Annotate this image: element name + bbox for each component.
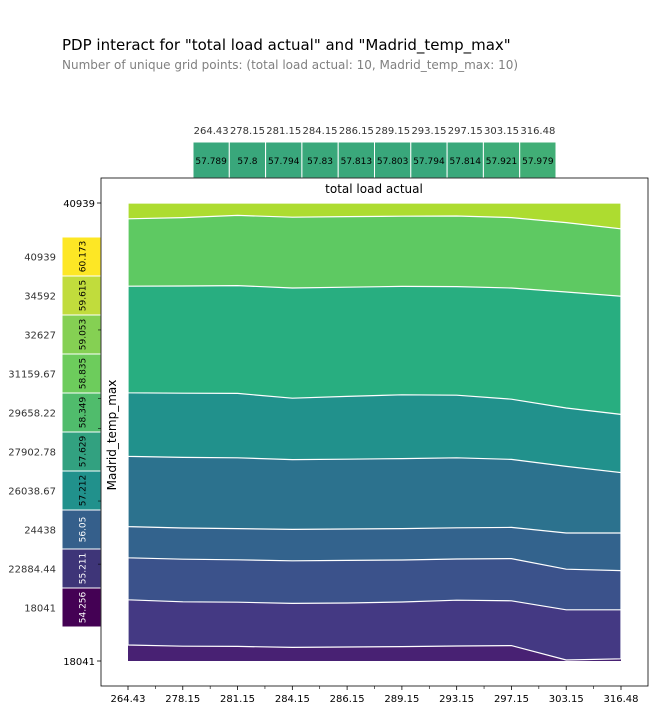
- top-marginal-label: 289.15: [375, 126, 410, 137]
- left-marginal-label: 26038.67: [8, 487, 56, 498]
- left-marginal-cell: [61, 236, 102, 277]
- top-marginal-value: 57.794: [413, 157, 445, 167]
- left-marginal-value: 59.615: [79, 280, 89, 312]
- x-tick-label: 297.15: [494, 694, 529, 705]
- top-marginal-label: 316.48: [520, 126, 555, 137]
- left-marginal-cell: [61, 392, 102, 433]
- top-marginal-cell: [301, 141, 339, 179]
- left-marginal-value: 55.211: [79, 553, 89, 585]
- x-tick-label: 286.15: [330, 694, 365, 705]
- top-marginal-value: 57.803: [377, 157, 409, 167]
- left-marginal-cell: [61, 509, 102, 550]
- top-marginal-strip: 57.789 264.43 57.8 278.15 57.794 281.15 57.83 2…: [192, 126, 557, 179]
- left-marginal-label: 27902.78: [8, 448, 56, 459]
- left-marginal-cell: [61, 353, 102, 394]
- top-marginal-cell: [265, 141, 303, 179]
- x-tick-label: 284.15: [275, 694, 310, 705]
- top-marginal-label: 297.15: [448, 126, 483, 137]
- top-marginal-cell: [192, 141, 230, 179]
- y-tick-label: 40939: [63, 199, 95, 210]
- x-tick-label: 293.15: [439, 694, 474, 705]
- y-tick-label: 18041: [63, 657, 95, 668]
- left-marginal-value: 57.629: [79, 435, 89, 467]
- top-marginal-value: 57.83: [307, 157, 333, 167]
- x-tick-label: 289.15: [384, 694, 419, 705]
- left-marginal-value: 60.173: [79, 241, 89, 273]
- top-marginal-label: 286.15: [339, 126, 374, 137]
- top-marginal-label: 303.15: [484, 126, 519, 137]
- left-marginal-cell: [61, 275, 102, 316]
- top-marginal-value: 57.789: [195, 157, 227, 167]
- top-marginal-value: 57.8: [237, 157, 257, 167]
- top-marginal-label: 293.15: [411, 126, 446, 137]
- top-marginal-value: 57.813: [341, 157, 373, 167]
- top-marginal-label: 281.15: [266, 126, 301, 137]
- top-marginal-label: 284.15: [303, 126, 338, 137]
- left-marginal-value: 57.212: [79, 475, 89, 507]
- x-tick-label: 316.48: [604, 694, 639, 705]
- left-marginal-label: 18041: [24, 604, 56, 615]
- x-tick-label: 264.43: [111, 694, 146, 705]
- left-marginal-value: 54.256: [79, 591, 89, 623]
- top-marginal-label: 264.43: [194, 126, 229, 137]
- x-tick-label: 278.15: [165, 694, 200, 705]
- top-marginal-cell: [482, 141, 521, 179]
- top-marginal-label: 278.15: [230, 126, 265, 137]
- left-marginal-label: 34592: [24, 292, 56, 303]
- left-marginal-label: 31159.67: [8, 370, 56, 381]
- chart-title: PDP interact for "total load actual" and…: [62, 36, 511, 54]
- left-marginal-cell: [61, 548, 102, 589]
- top-marginal-value: 57.794: [268, 157, 300, 167]
- left-marginal-value: 56.05: [79, 517, 89, 543]
- chart-subtitle: Number of unique grid points: (total loa…: [62, 58, 519, 72]
- left-marginal-cell: [61, 314, 102, 355]
- contour-band-8: [127, 202, 622, 230]
- x-tick-label: 281.15: [220, 694, 255, 705]
- left-marginal-cell: [61, 431, 102, 472]
- y-axis-label: Madrid_temp_max: [105, 380, 119, 491]
- x-axis-label: total load actual: [325, 182, 423, 196]
- top-marginal-value: 57.814: [450, 157, 482, 167]
- top-marginal-value: 57.921: [486, 157, 518, 167]
- x-tick-label: 303.15: [549, 694, 584, 705]
- left-marginal-label: 24438: [24, 526, 56, 537]
- left-marginal-label: 29658.22: [8, 409, 56, 420]
- top-marginal-value: 57.979: [522, 157, 554, 167]
- y-axis-ticks: 18041 40939: [63, 199, 101, 668]
- left-marginal-value: 58.835: [79, 358, 89, 390]
- left-marginal-value: 58.349: [79, 396, 89, 428]
- x-axis-ticks: 264.43 278.15 281.15 284.15 286.15 289.15 293.…: [111, 686, 639, 705]
- contour-bands: [127, 202, 622, 661]
- left-marginal-label: 40939: [24, 253, 56, 264]
- top-marginal-cell: [374, 141, 412, 179]
- left-marginal-label: 32627: [24, 331, 56, 342]
- left-marginal-label: 22884.44: [8, 565, 56, 576]
- left-marginal-value: 59.053: [79, 319, 89, 351]
- left-marginal-strip: 54.256 18041 55.211 22884.44 56.05 24438 57.21…: [8, 236, 102, 628]
